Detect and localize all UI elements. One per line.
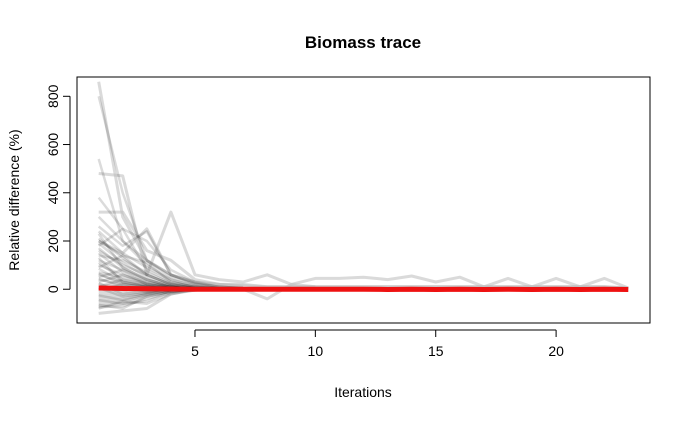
x-tick-label-2: 15 (428, 343, 444, 359)
y-tick-label-1: 200 (45, 229, 61, 253)
x-axis: 5 10 15 20 (191, 329, 564, 359)
x-tick-label-1: 10 (308, 343, 324, 359)
y-tick-label-2: 400 (45, 181, 61, 205)
mean-line (98, 285, 629, 292)
light-trace-line-1 (98, 172, 629, 290)
x-tick-label-3: 20 (548, 343, 564, 359)
light-trace-line-4 (98, 227, 244, 289)
y-tick-label-3: 600 (45, 133, 61, 157)
chart-title: Biomass trace (305, 33, 421, 52)
x-axis-label: Iterations (334, 384, 392, 400)
light-trace-line-0 (97, 81, 629, 290)
y-tick-label-4: 800 (45, 84, 61, 108)
plot-frame (76, 76, 651, 324)
mean-line-group (98, 285, 629, 292)
plot-area (97, 81, 629, 315)
y-axis: 0 200 400 600 800 (45, 84, 71, 293)
x-tick-label-0: 5 (191, 343, 199, 359)
y-axis-label: Relative difference (%) (6, 129, 22, 270)
y-tick-label-0: 0 (45, 285, 61, 293)
